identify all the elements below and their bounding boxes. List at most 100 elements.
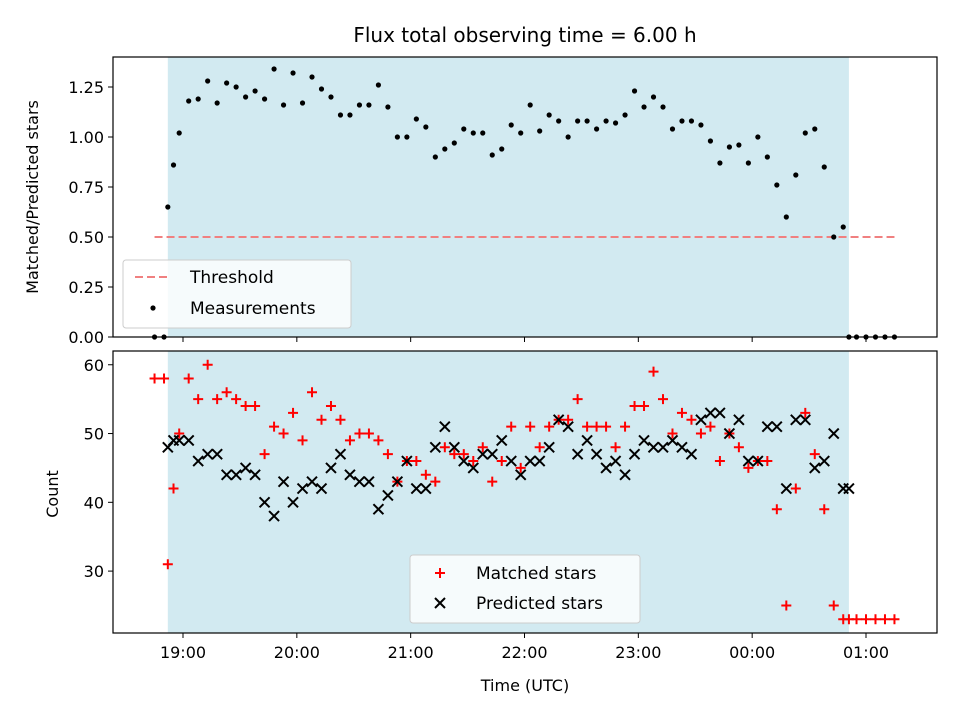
predicted-star-marker	[533, 455, 546, 467]
matched-star-marker	[889, 614, 900, 625]
legend-threshold-label: Threshold	[189, 268, 274, 288]
matched-star-marker	[525, 421, 536, 432]
predicted-star-marker	[477, 448, 489, 460]
matched-star-marker	[259, 449, 270, 460]
measurement-point	[233, 84, 239, 90]
predicted-star-marker	[752, 455, 764, 467]
measurement-point	[669, 126, 676, 132]
predicted-star-marker	[799, 414, 811, 426]
matched-star-marker	[449, 449, 460, 460]
matched-star-marker	[544, 421, 555, 432]
predicted-star-marker	[401, 455, 413, 467]
measurement-point	[650, 94, 657, 100]
predicted-star-marker	[543, 441, 555, 454]
measurement-point	[717, 160, 723, 166]
matched-star-marker	[705, 421, 716, 432]
predicted-star-marker	[818, 455, 830, 467]
predicted-star-marker	[600, 462, 612, 474]
predicted-star-marker	[211, 448, 223, 460]
x-tick-label: 22:00	[501, 643, 547, 662]
measurement-point	[565, 134, 571, 140]
predicted-star-marker	[239, 462, 252, 474]
measurement-point	[660, 104, 666, 110]
matched-star-marker	[870, 614, 881, 625]
measurement-point	[170, 162, 177, 168]
matched-star-marker	[278, 428, 289, 439]
measurement-point	[603, 118, 609, 124]
legend-matched-swatch	[435, 568, 445, 578]
predicted-star-marker	[458, 455, 470, 467]
measurement-point	[214, 100, 220, 106]
measurement-point	[451, 140, 457, 146]
matched-star-marker	[288, 407, 299, 418]
predicted-star-marker	[723, 427, 736, 440]
matched-star-marker	[695, 428, 706, 439]
matched-star-marker	[240, 401, 251, 412]
measurement-point	[840, 224, 846, 230]
matched-star-marker	[468, 456, 479, 467]
matched-star-marker	[420, 469, 431, 480]
matched-star-marker	[563, 414, 574, 425]
predicted-star-marker	[334, 448, 347, 460]
matched-star-marker	[487, 476, 498, 487]
predicted-star-marker	[619, 469, 631, 481]
predicted-star-marker	[685, 448, 698, 460]
predicted-star-marker	[325, 462, 337, 474]
predicted-star-marker	[771, 420, 783, 433]
matched-star-marker	[620, 421, 631, 432]
measurement-point	[271, 66, 277, 72]
measurement-point	[423, 124, 429, 130]
measurement-point	[385, 104, 391, 110]
matched-star-marker	[781, 600, 792, 611]
matched-star-marker	[572, 394, 583, 405]
predicted-star-marker	[230, 469, 242, 481]
predicted-star-marker	[496, 434, 508, 447]
matched-star-marker	[344, 435, 355, 446]
measurement-point	[707, 138, 714, 144]
measurement-point	[546, 112, 552, 118]
top-legend-box	[122, 259, 352, 329]
measurement-point	[584, 118, 590, 124]
measurement-point	[821, 164, 827, 170]
measurement-point	[812, 126, 818, 132]
x-tick-label: 00:00	[729, 643, 775, 662]
measurement-point	[337, 112, 344, 118]
predicted-star-marker	[843, 482, 855, 495]
predicted-star-marker	[192, 455, 204, 467]
predicted-star-marker	[344, 469, 356, 481]
predicted-star-marker	[514, 469, 527, 481]
matched-star-marker	[667, 428, 678, 439]
measurement-point	[309, 74, 315, 80]
measurement-point	[527, 102, 533, 108]
matched-star-marker	[771, 504, 782, 515]
predicted-star-marker	[410, 482, 423, 495]
top-y-tick-label: 0.75	[68, 178, 104, 197]
predicted-star-marker	[780, 482, 793, 495]
predicted-star-marker	[173, 434, 185, 447]
measurement-point	[252, 88, 258, 94]
predicted-star-marker	[790, 414, 802, 426]
measurement-point	[679, 118, 685, 124]
matched-star-marker	[159, 373, 170, 384]
matched-star-marker	[534, 442, 545, 453]
measurement-point	[299, 100, 306, 106]
measurement-point	[698, 122, 704, 128]
matched-star-marker	[819, 504, 830, 515]
matched-star-marker	[149, 373, 160, 384]
predicted-star-marker	[353, 475, 366, 488]
measurement-point	[186, 98, 192, 104]
measurement-point	[375, 82, 382, 88]
matched-star-marker	[790, 483, 801, 494]
predicted-star-marker	[590, 448, 603, 460]
x-axis-label: Time (UTC)	[480, 676, 569, 695]
matched-star-marker	[477, 442, 488, 453]
matched-star-marker	[657, 394, 668, 405]
x-tick-label: 01:00	[843, 643, 889, 662]
measurement-point	[575, 118, 581, 124]
measurement-point	[413, 116, 419, 122]
predicted-star-marker	[647, 441, 660, 454]
measurement-point	[622, 112, 628, 118]
measurement-point	[774, 182, 780, 188]
predicted-star-marker	[363, 475, 375, 488]
